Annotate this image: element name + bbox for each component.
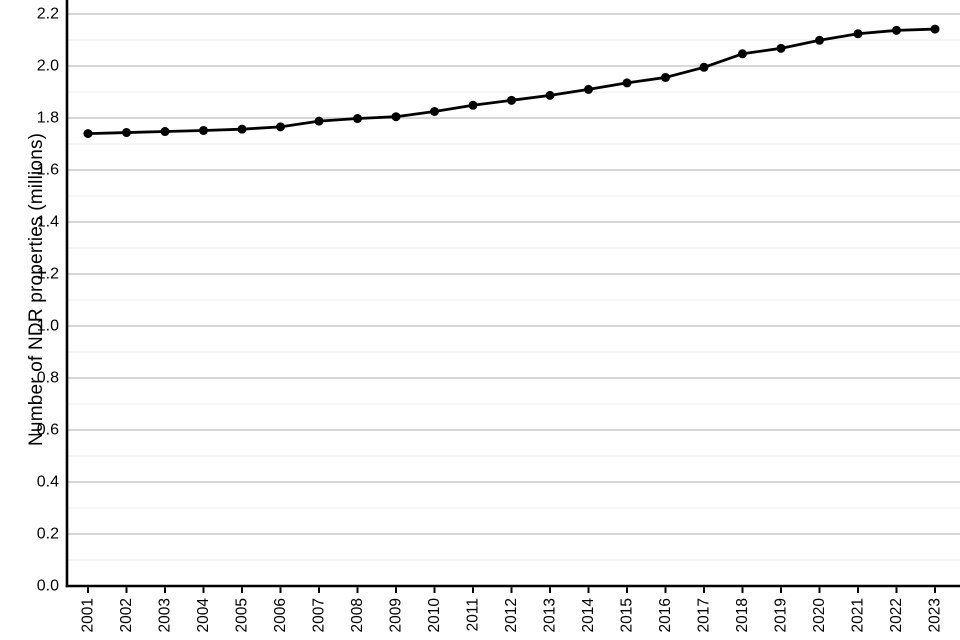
y-tick-label: 1.2	[37, 266, 59, 283]
x-tick-label: 2016	[657, 598, 674, 632]
x-tick-label: 2018	[734, 598, 751, 632]
y-tick-label: 0.2	[37, 526, 59, 543]
x-tick-label: 2011	[465, 598, 482, 631]
x-tick-label: 2007	[311, 598, 328, 632]
x-tick-label: 2014	[580, 598, 597, 633]
x-tick-label: 2021	[850, 598, 867, 632]
y-tick-label: 1.8	[37, 110, 59, 127]
x-tick-label: 2003	[157, 598, 174, 632]
x-tick-label: 2010	[426, 598, 443, 633]
x-tick-label: 2022	[888, 598, 905, 632]
x-tick-label: 2015	[619, 598, 636, 632]
data-point	[738, 49, 747, 59]
data-point	[776, 43, 786, 53]
x-tick-label: 2017	[696, 598, 713, 632]
y-tick-label: 1.0	[37, 318, 59, 335]
data-point	[430, 107, 439, 116]
x-tick-label: 2001	[80, 598, 97, 632]
x-tick-label: 2013	[542, 598, 559, 632]
x-tick-label: 2002	[118, 598, 135, 632]
data-point	[391, 112, 401, 122]
data-point	[160, 127, 170, 137]
x-tick-label: 2012	[503, 598, 520, 632]
data-point	[199, 125, 208, 135]
x-tick-label: 2008	[349, 598, 366, 632]
data-point	[545, 90, 555, 100]
data-point	[507, 95, 516, 105]
data-point	[853, 29, 863, 39]
data-point	[314, 116, 324, 126]
y-tick-label: 0.0	[37, 578, 59, 595]
data-point	[815, 35, 824, 45]
x-tick-label: 2005	[234, 598, 251, 632]
y-tick-label: 0.8	[37, 370, 59, 387]
x-tick-label: 2019	[773, 598, 790, 632]
x-tick-label: 2004	[195, 598, 212, 633]
x-tick-label: 2023	[927, 598, 944, 632]
data-point	[892, 25, 901, 35]
x-tick-label: 2006	[272, 598, 289, 632]
x-tick-label: 2009	[388, 598, 405, 632]
y-tick-label: 2.2	[37, 6, 59, 23]
data-point	[661, 72, 670, 82]
data-point	[353, 114, 362, 124]
x-tick-label: 2020	[811, 598, 828, 633]
data-point	[699, 62, 709, 72]
data-point	[83, 129, 93, 139]
data-point	[237, 124, 247, 134]
data-point	[622, 78, 632, 88]
y-tick-label: 0.6	[37, 422, 59, 439]
data-point	[930, 24, 940, 34]
data-point	[584, 84, 593, 94]
y-tick-label: 2.0	[37, 58, 59, 75]
data-point	[276, 122, 285, 132]
data-point	[468, 100, 478, 110]
y-tick-label: 1.6	[37, 162, 59, 179]
y-tick-label: 0.4	[37, 474, 59, 491]
y-axis-title: Number of NDR properties (millions)	[26, 132, 47, 446]
y-tick-label: 1.4	[37, 214, 59, 231]
data-point	[122, 128, 131, 138]
